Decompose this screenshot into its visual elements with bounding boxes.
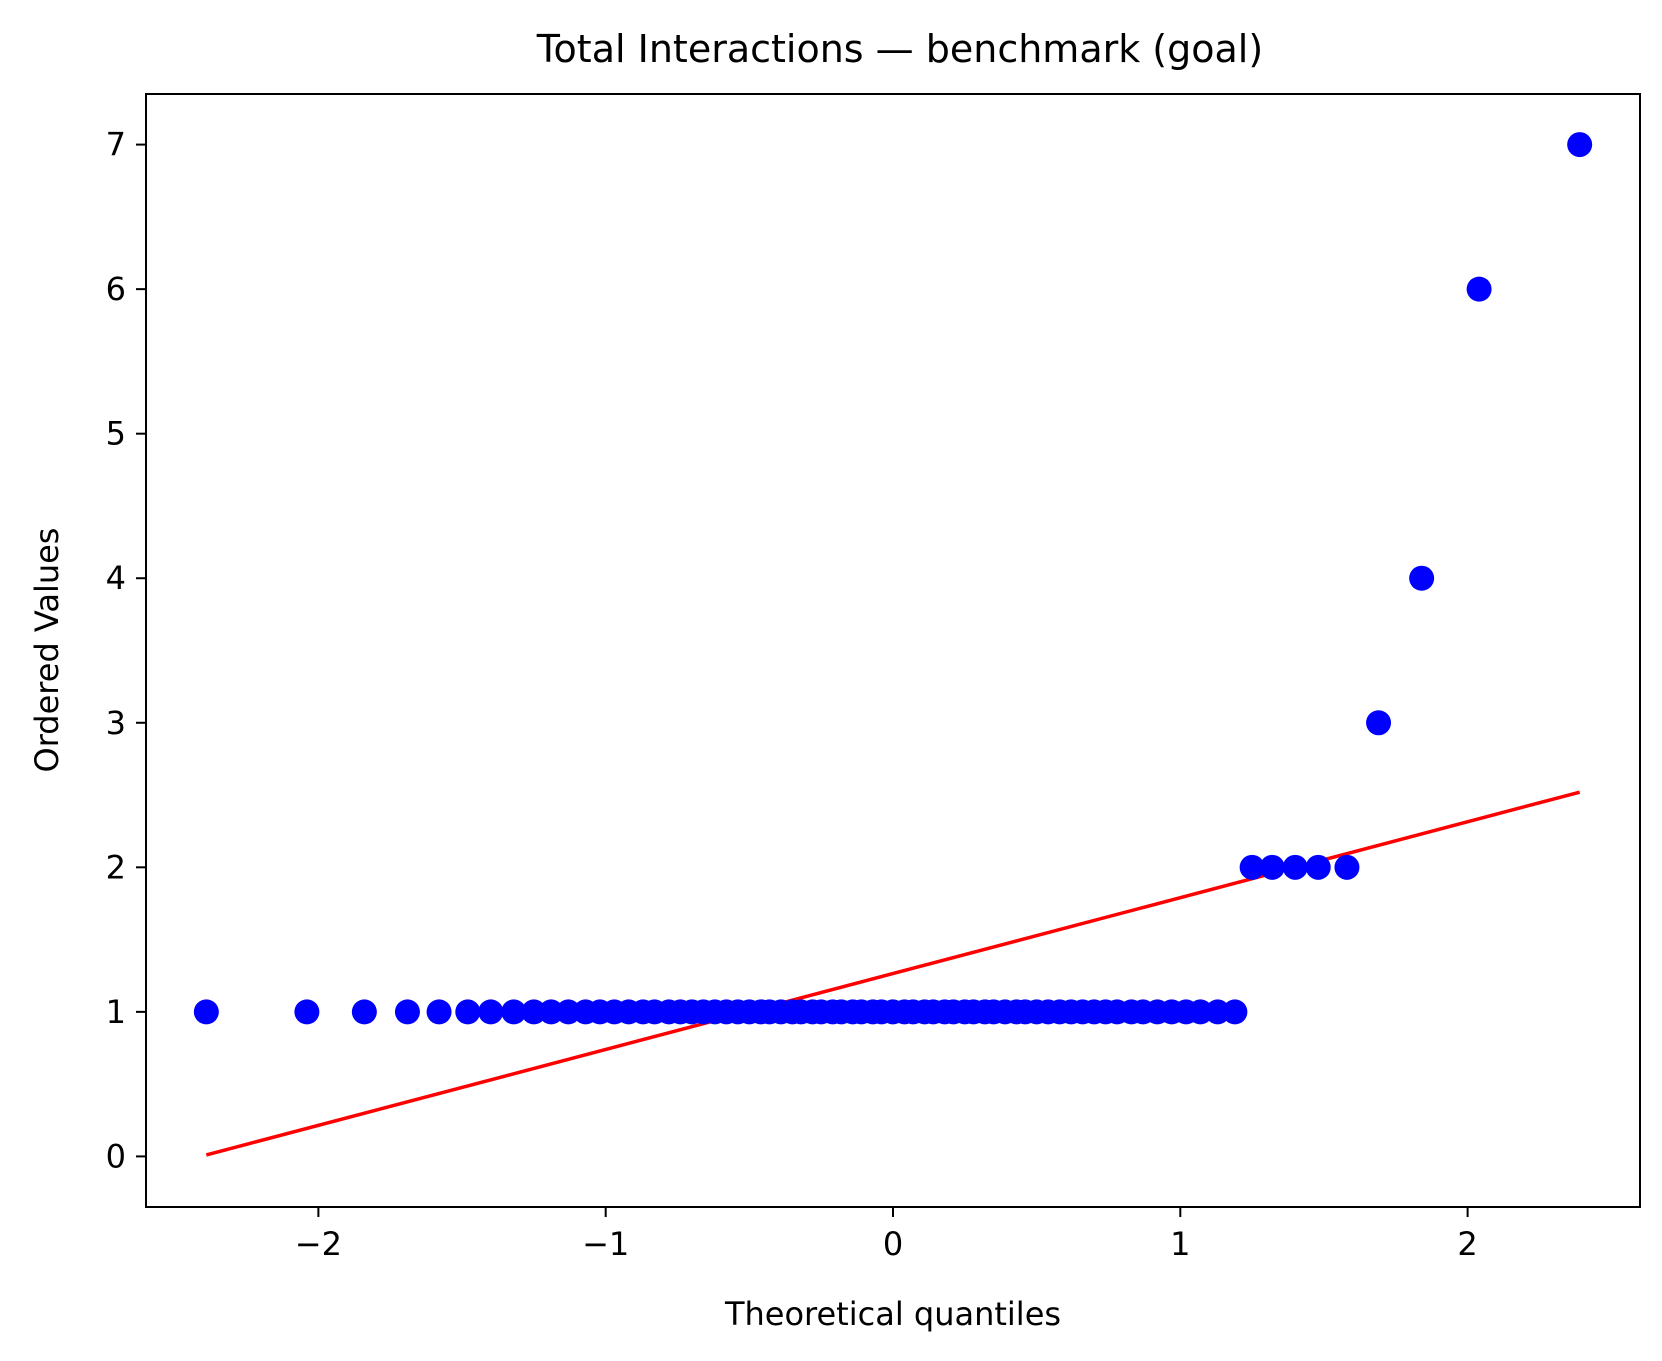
data-point xyxy=(1567,132,1593,158)
x-tick-label: 2 xyxy=(1457,1225,1477,1263)
fit-line-group xyxy=(205,790,1581,1157)
data-point xyxy=(1187,999,1213,1025)
y-tick-label: 2 xyxy=(106,848,126,886)
data-point xyxy=(521,999,547,1025)
data-point xyxy=(538,999,564,1025)
data-point xyxy=(478,999,504,1025)
data-point xyxy=(426,999,452,1025)
data-point xyxy=(1259,854,1285,880)
y-tick-label: 6 xyxy=(106,270,126,308)
data-point xyxy=(1222,999,1248,1025)
y-axis: 0 1 2 3 4 5 6 7 xyxy=(106,126,146,1175)
data-point xyxy=(1205,999,1231,1025)
y-axis-label: Ordered Values xyxy=(28,528,66,773)
x-tick-label: 0 xyxy=(883,1225,903,1263)
x-tick-label: −2 xyxy=(295,1225,342,1263)
data-point xyxy=(394,999,420,1025)
x-axis: −2 −1 0 1 2 xyxy=(295,1207,1478,1263)
x-axis-label: Theoretical quantiles xyxy=(724,1295,1061,1333)
data-point xyxy=(1305,854,1331,880)
y-tick-label: 7 xyxy=(106,126,126,164)
y-tick-label: 0 xyxy=(106,1137,126,1175)
y-tick-label: 3 xyxy=(106,704,126,742)
data-point xyxy=(1409,565,1435,591)
points-group xyxy=(193,132,1593,1025)
y-tick-label: 1 xyxy=(106,993,126,1031)
y-tick-label: 5 xyxy=(106,415,126,453)
chart-title: Total Interactions — benchmark (goal) xyxy=(536,27,1263,71)
data-point xyxy=(1334,854,1360,880)
data-point xyxy=(294,999,320,1025)
axes-frame xyxy=(145,93,1641,1208)
x-tick-label: −1 xyxy=(582,1225,629,1263)
data-point xyxy=(1466,276,1492,302)
data-point xyxy=(351,999,377,1025)
data-point xyxy=(555,999,581,1025)
y-tick-label: 4 xyxy=(106,559,126,597)
data-point xyxy=(1282,854,1308,880)
data-point xyxy=(1239,854,1265,880)
x-tick-label: 1 xyxy=(1170,1225,1190,1263)
data-point xyxy=(193,999,219,1025)
data-point xyxy=(501,999,527,1025)
fit-line xyxy=(205,790,1581,1157)
data-point xyxy=(455,999,481,1025)
data-point xyxy=(1366,710,1392,736)
